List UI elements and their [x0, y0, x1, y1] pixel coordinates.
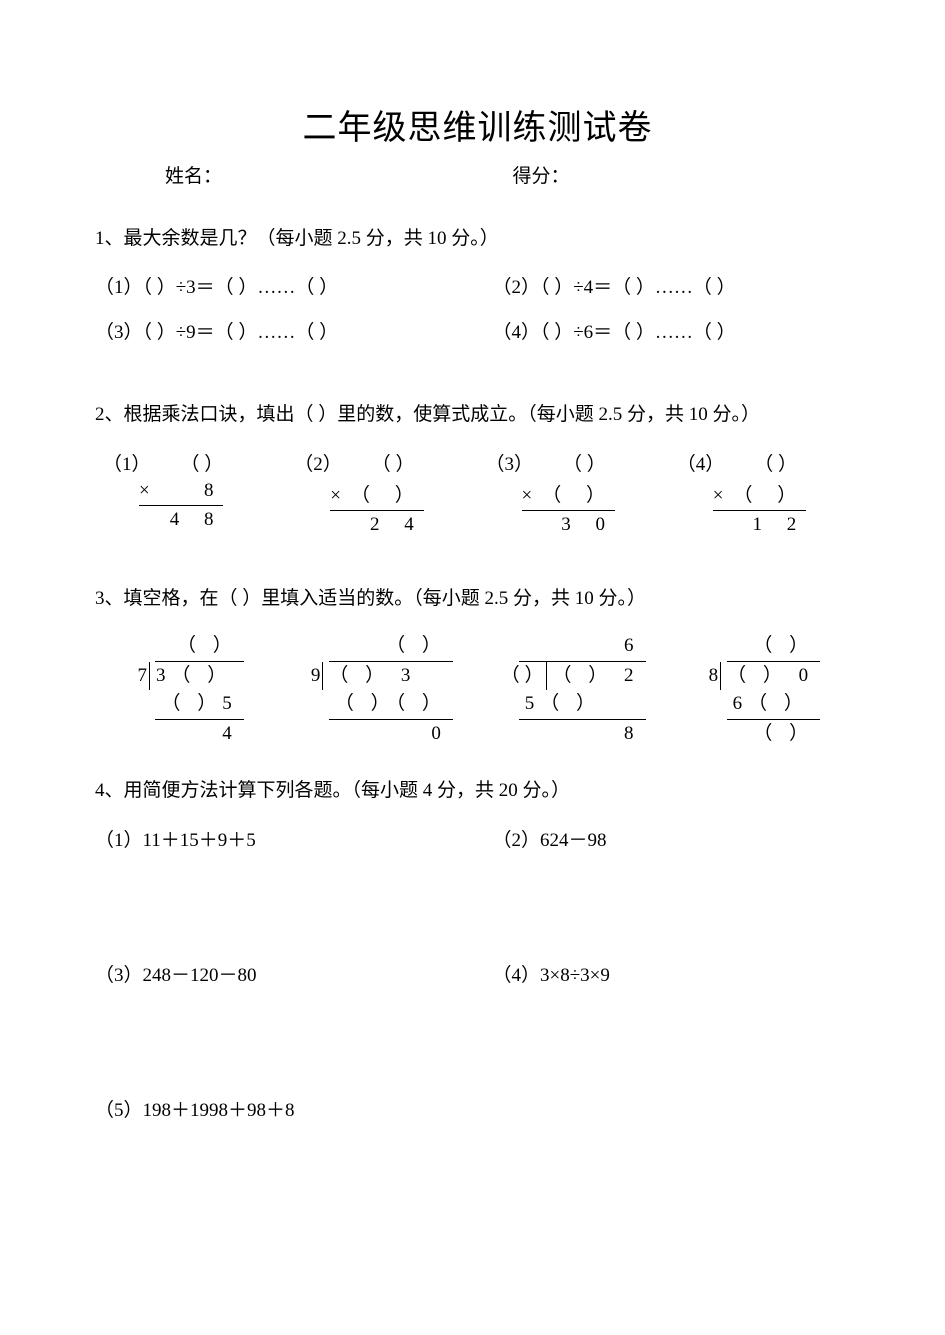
ld1-quotient: （ ）: [155, 632, 243, 662]
q2-mult-3: ×（ ） 3 0: [522, 480, 615, 536]
ld1-divisor: 7: [137, 662, 149, 691]
ld2-sub: （ ）（ ）: [329, 690, 453, 719]
ld2-dividend: （ ） 3: [322, 662, 422, 691]
q3-row: （ ） 7 3（ ） （ ）5 4 （ ） 9 （ ） 3 （ ）（ ）: [95, 632, 860, 748]
q3-col-2: （ ） 9 （ ） 3 （ ）（ ） 0: [286, 632, 477, 748]
q2-mul-1: × 8: [139, 480, 223, 502]
q3-heading: 3、填空格，在（ ）里填入适当的数。（每小题 2.5 分，共 10 分。）: [95, 584, 860, 614]
q1-heading: 1、最大余数是几？（每小题 2.5 分，共 10 分。）: [95, 224, 860, 254]
q1-item-4: （4）（ ）÷6＝（ ）……（ ）: [463, 317, 861, 344]
q2-row: （1） （ ） × 8 4 8 （2） （ ） ×（ ） 2 4: [95, 449, 860, 536]
name-score-row: 姓名： 得分：: [95, 161, 860, 188]
ld2-divisor: 9: [311, 662, 323, 691]
q3-col-4: （ ） 8 （ ） 0 6（ ） （ ）: [669, 632, 860, 748]
q2-col-3: （3） （ ） ×（ ） 3 0: [478, 449, 669, 536]
q4-item-4: （4）3×8÷3×9: [463, 960, 861, 987]
q2-mul-3: ×（ ）: [522, 480, 615, 507]
q3-col-3: 6 （ ） （ ） 2 5（ ） 8: [478, 632, 669, 748]
ld4-dividend: （ ） 0: [720, 662, 820, 691]
longdiv-1: （ ） 7 3（ ） （ ）5 4: [137, 632, 243, 748]
q2-col-1: （1） （ ） × 8 4 8: [95, 449, 286, 531]
ld3-rem: 8: [519, 720, 646, 749]
q2-top-1: （ ）: [181, 449, 224, 476]
q4-item-2: （2）624－98: [463, 825, 861, 852]
q1-row-1: （1）（ ）÷3＝（ ）……（ ） （2）（ ）÷4＝（ ）……（ ）: [95, 272, 860, 299]
worksheet-title: 二年级思维训练测试卷: [95, 100, 860, 149]
q4-item-1: （1）11＋15＋9＋5: [95, 825, 463, 852]
q2-top-2: （ ）: [372, 449, 415, 476]
q4-row-2: （3）248－120－80 （4）3×8÷3×9: [95, 960, 860, 987]
worksheet-page: 二年级思维训练测试卷 姓名： 得分： 1、最大余数是几？（每小题 2.5 分，共…: [0, 0, 945, 1182]
ld4-divisor: 8: [709, 662, 721, 691]
ld3-sub: 5（ ）: [519, 690, 646, 719]
ld4-rem: （ ）: [727, 720, 821, 749]
q2-mult-4: ×（ ） 1 2: [713, 480, 806, 536]
q2-top-4: （ ）: [754, 449, 797, 476]
q2-res-4: 1 2: [713, 514, 806, 536]
ld3-dividend: （ ） 2: [546, 662, 646, 691]
longdiv-2: （ ） 9 （ ） 3 （ ）（ ） 0: [311, 632, 453, 748]
ld1-rem: 4: [155, 720, 243, 749]
q2-top-3: （ ）: [563, 449, 606, 476]
q4-row-3: （5）198＋1998＋98＋8: [95, 1095, 860, 1122]
q4-row-1: （1）11＋15＋9＋5 （2）624－98: [95, 825, 860, 852]
q3-col-1: （ ） 7 3（ ） （ ）5 4: [95, 632, 286, 748]
q2-mult-2: ×（ ） 2 4: [330, 480, 423, 536]
ld3-divisor: （ ）: [501, 662, 546, 691]
q2-col-2: （2） （ ） ×（ ） 2 4: [286, 449, 477, 536]
ld4-sub: 6（ ）: [727, 690, 821, 719]
q4-item-3: （3）248－120－80: [95, 960, 463, 987]
q2-label-1: （1）: [103, 449, 151, 476]
q2-label-2: （2）: [294, 449, 342, 476]
score-label: 得分：: [513, 161, 861, 188]
q2-res-3: 3 0: [522, 514, 615, 536]
q1-item-1: （1）（ ）÷3＝（ ）……（ ）: [95, 272, 463, 299]
ld4-quotient: （ ）: [727, 632, 821, 662]
ld2-rem: 0: [329, 720, 453, 749]
q2-res-2: 2 4: [330, 514, 423, 536]
name-label: 姓名：: [165, 161, 513, 188]
q4-item-5: （5）198＋1998＋98＋8: [95, 1095, 463, 1122]
q2-mul-2: ×（ ）: [330, 480, 423, 507]
q2-mul-4: ×（ ）: [713, 480, 806, 507]
q4-empty: [463, 1095, 861, 1122]
q2-label-4: （4）: [677, 449, 725, 476]
q2-label-3: （3）: [486, 449, 534, 476]
q1-row-2: （3）（ ）÷9＝（ ）……（ ） （4）（ ）÷6＝（ ）……（ ）: [95, 317, 860, 344]
ld3-quotient: 6: [519, 632, 646, 662]
ld1-dividend: 3（ ）: [149, 662, 238, 691]
ld1-sub: （ ）5: [155, 690, 243, 719]
q1-item-2: （2）（ ）÷4＝（ ）……（ ）: [463, 272, 861, 299]
longdiv-3: 6 （ ） （ ） 2 5（ ） 8: [501, 632, 646, 748]
longdiv-4: （ ） 8 （ ） 0 6（ ） （ ）: [709, 632, 821, 748]
q1-item-3: （3）（ ）÷9＝（ ）……（ ）: [95, 317, 463, 344]
q2-heading: 2、根据乘法口诀，填出（ ）里的数，使算式成立。（每小题 2.5 分，共 10 …: [95, 400, 860, 430]
q2-res-1: 4 8: [139, 509, 223, 531]
q4-heading: 4、用简便方法计算下列各题。（每小题 4 分，共 20 分。）: [95, 776, 860, 806]
q2-col-4: （4） （ ） ×（ ） 1 2: [669, 449, 860, 536]
ld2-quotient: （ ）: [329, 632, 453, 662]
q2-mult-1: × 8 4 8: [139, 480, 223, 531]
